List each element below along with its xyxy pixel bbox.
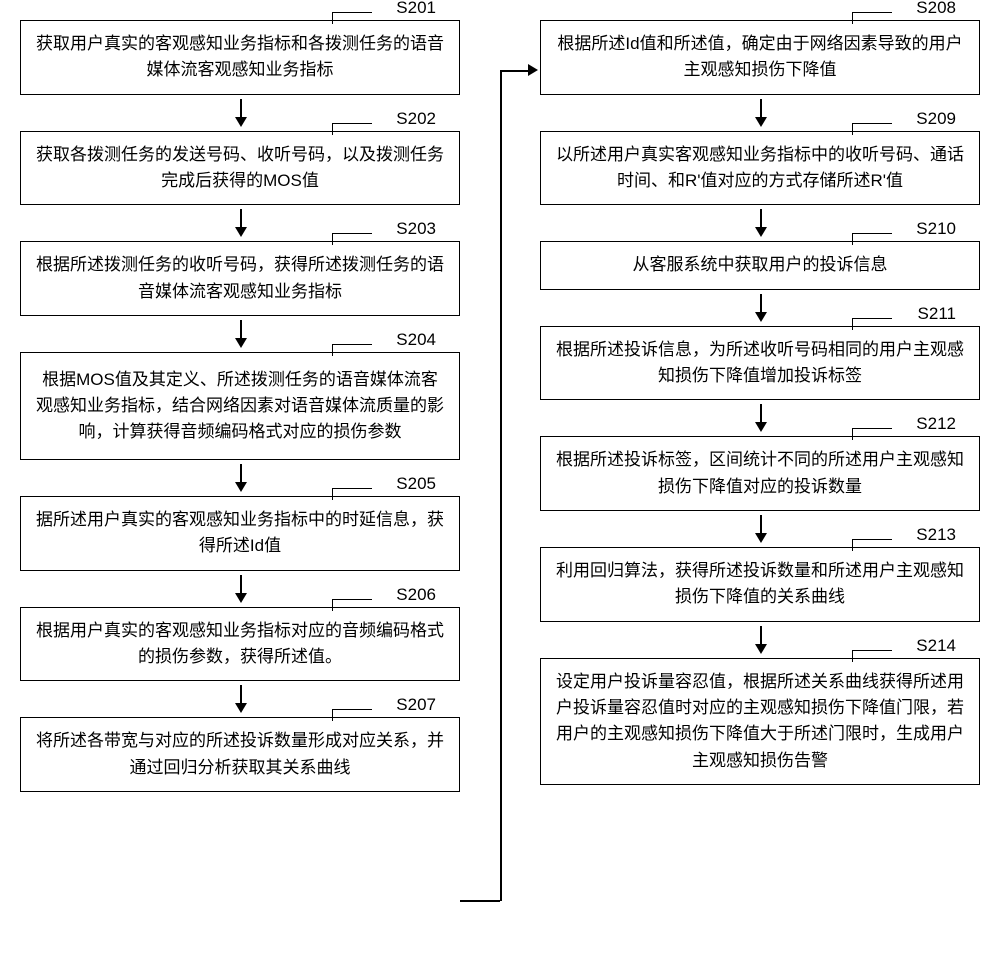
flow-step-s213: S213利用回归算法，获得所述投诉数量和所述用户主观感知损伤下降值的关系曲线 bbox=[540, 547, 980, 622]
step-label: S209 bbox=[916, 109, 956, 129]
step-label-leader bbox=[332, 123, 372, 135]
step-label-leader bbox=[332, 12, 372, 24]
step-box: 根据MOS值及其定义、所述拨测任务的语音媒体流客观感知业务指标，结合网络因素对语… bbox=[20, 352, 460, 460]
step-label: S214 bbox=[916, 636, 956, 656]
flow-step-s202: S202获取各拨测任务的发送号码、收听号码，以及拨测任务完成后获得的MOS值 bbox=[20, 131, 460, 206]
step-box: 根据用户真实的客观感知业务指标对应的音频编码格式的损伤参数，获得所述值。 bbox=[20, 607, 460, 682]
step-label-leader bbox=[852, 233, 892, 245]
flow-step-s203: S203根据所述拨测任务的收听号码，获得所述拨测任务的语音媒体流客观感知业务指标 bbox=[20, 241, 460, 316]
step-box: 获取各拨测任务的发送号码、收听号码，以及拨测任务完成后获得的MOS值 bbox=[20, 131, 460, 206]
step-box: 从客服系统中获取用户的投诉信息 bbox=[540, 241, 980, 289]
flow-step-s211: S211根据所述投诉信息，为所述收听号码相同的用户主观感知损伤下降值增加投诉标签 bbox=[540, 326, 980, 401]
step-label-leader bbox=[332, 709, 372, 721]
step-label-leader bbox=[852, 12, 892, 24]
left-column: S201获取用户真实的客观感知业务指标和各拨测任务的语音媒体流客观感知业务指标 S… bbox=[20, 20, 460, 828]
step-box: 利用回归算法，获得所述投诉数量和所述用户主观感知损伤下降值的关系曲线 bbox=[540, 547, 980, 622]
step-label-leader bbox=[852, 318, 892, 330]
flow-step-s212: S212根据所述投诉标签，区间统计不同的所述用户主观感知损伤下降值对应的投诉数量 bbox=[540, 436, 980, 511]
flow-step-s206: S206根据用户真实的客观感知业务指标对应的音频编码格式的损伤参数，获得所述值。 bbox=[20, 607, 460, 682]
step-label: S208 bbox=[916, 0, 956, 18]
step-label: S202 bbox=[396, 109, 436, 129]
step-label-leader bbox=[332, 488, 372, 500]
step-label: S201 bbox=[396, 0, 436, 18]
step-label-leader bbox=[852, 123, 892, 135]
step-box: 据所述用户真实的客观感知业务指标中的时延信息，获得所述Id值 bbox=[20, 496, 460, 571]
flow-step-s204: S204根据MOS值及其定义、所述拨测任务的语音媒体流客观感知业务指标，结合网络… bbox=[20, 352, 460, 460]
step-box: 将所述各带宽与对应的所述投诉数量形成对应关系，并通过回归分析获取其关系曲线 bbox=[20, 717, 460, 792]
step-box: 获取用户真实的客观感知业务指标和各拨测任务的语音媒体流客观感知业务指标 bbox=[20, 20, 460, 95]
step-box: 以所述用户真实客观感知业务指标中的收听号码、通话时间、和R'值对应的方式存储所述… bbox=[540, 131, 980, 206]
step-label: S210 bbox=[916, 219, 956, 239]
flow-step-s205: S205据所述用户真实的客观感知业务指标中的时延信息，获得所述Id值 bbox=[20, 496, 460, 571]
step-label-leader bbox=[852, 428, 892, 440]
step-label: S204 bbox=[396, 330, 436, 350]
right-column: S208根据所述Id值和所述值，确定由于网络因素导致的用户主观感知损伤下降值 S2… bbox=[540, 20, 980, 821]
step-box: 根据所述投诉信息，为所述收听号码相同的用户主观感知损伤下降值增加投诉标签 bbox=[540, 326, 980, 401]
flow-step-s201: S201获取用户真实的客观感知业务指标和各拨测任务的语音媒体流客观感知业务指标 bbox=[20, 20, 460, 95]
step-label: S213 bbox=[916, 525, 956, 545]
step-box: 设定用户投诉量容忍值，根据所述关系曲线获得所述用户投诉量容忍值时对应的主观感知损… bbox=[540, 658, 980, 785]
step-label: S207 bbox=[396, 695, 436, 715]
step-label-leader bbox=[332, 344, 372, 356]
step-label: S203 bbox=[396, 219, 436, 239]
step-label-leader bbox=[332, 599, 372, 611]
step-label: S211 bbox=[918, 304, 956, 324]
flow-step-s208: S208根据所述Id值和所述值，确定由于网络因素导致的用户主观感知损伤下降值 bbox=[540, 20, 980, 95]
step-label-leader bbox=[852, 539, 892, 551]
flow-step-s209: S209以所述用户真实客观感知业务指标中的收听号码、通话时间、和R'值对应的方式… bbox=[540, 131, 980, 206]
step-label: S206 bbox=[396, 585, 436, 605]
step-label-leader bbox=[332, 233, 372, 245]
flow-step-s207: S207将所述各带宽与对应的所述投诉数量形成对应关系，并通过回归分析获取其关系曲… bbox=[20, 717, 460, 792]
step-label-leader bbox=[852, 650, 892, 662]
step-box: 根据所述投诉标签，区间统计不同的所述用户主观感知损伤下降值对应的投诉数量 bbox=[540, 436, 980, 511]
flow-step-s210: S210从客服系统中获取用户的投诉信息 bbox=[540, 241, 980, 289]
step-box: 根据所述拨测任务的收听号码，获得所述拨测任务的语音媒体流客观感知业务指标 bbox=[20, 241, 460, 316]
flow-step-s214: S214设定用户投诉量容忍值，根据所述关系曲线获得所述用户投诉量容忍值时对应的主… bbox=[540, 658, 980, 785]
step-label: S205 bbox=[396, 474, 436, 494]
step-label: S212 bbox=[916, 414, 956, 434]
step-box: 根据所述Id值和所述值，确定由于网络因素导致的用户主观感知损伤下降值 bbox=[540, 20, 980, 95]
flowchart-diagram: S201获取用户真实的客观感知业务指标和各拨测任务的语音媒体流客观感知业务指标 S… bbox=[20, 20, 980, 940]
